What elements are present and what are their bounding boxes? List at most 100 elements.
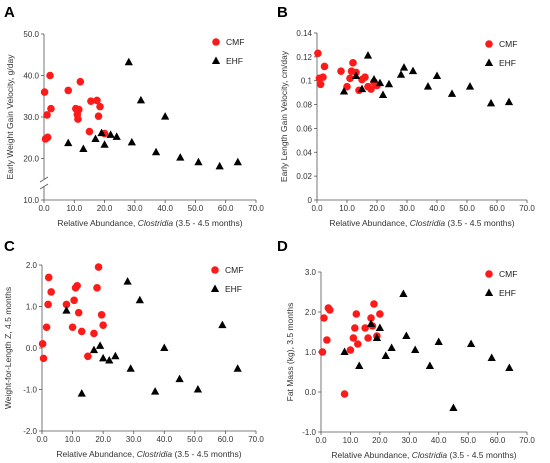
data-point-cmf xyxy=(76,77,85,86)
data-point-cmf xyxy=(70,296,78,305)
data-point-ehf xyxy=(432,71,442,79)
x-tick-label: 30.0 xyxy=(401,436,417,445)
x-tick-label: 50.0 xyxy=(187,435,203,444)
data-point-ehf xyxy=(175,374,184,383)
data-point-cmf xyxy=(340,390,349,398)
data-point-ehf xyxy=(218,320,227,329)
panel-letter: C xyxy=(4,238,15,255)
data-point-cmf xyxy=(74,308,83,317)
data-point-cmf xyxy=(38,340,47,348)
x-tick-label: 0.0 xyxy=(311,204,323,213)
data-point-ehf xyxy=(161,112,170,120)
y-axis-label: Early Length Gain Velocity, cm/day xyxy=(279,50,289,182)
data-point-cmf xyxy=(64,86,73,95)
x-axis-label: Relative Abundance, Clostridia (3.5 - 4.… xyxy=(331,450,516,460)
y-tick-label: 0.02 xyxy=(296,172,312,181)
legend-marker-ehf xyxy=(484,288,494,296)
y-tick-label: 0.14 xyxy=(296,29,312,38)
y-axis-label: Fat Mass (kg), 3.5 months xyxy=(285,303,295,402)
y-tick-label: 0.0 xyxy=(305,388,317,397)
data-point-ehf xyxy=(97,128,106,137)
data-point-cmf xyxy=(73,281,81,290)
data-point-cmf xyxy=(93,284,101,292)
axis-break-mark xyxy=(39,176,49,183)
data-point-ehf xyxy=(215,161,224,170)
data-point-ehf xyxy=(135,295,144,304)
x-axis-label-suffix: (3.5 - 4.5 months) xyxy=(447,450,517,460)
legend-marker-cmf xyxy=(485,40,493,48)
y-tick-label: 0 xyxy=(308,196,313,205)
data-point-ehf xyxy=(465,82,475,90)
data-point-cmf xyxy=(376,310,384,318)
data-point-ehf xyxy=(111,351,120,360)
data-point-ehf xyxy=(466,339,476,347)
x-axis-label: Relative Abundance, Clostridia (3.5 - 4.… xyxy=(56,449,241,459)
legend-label-cmf: CMF xyxy=(225,265,243,275)
data-point-cmf xyxy=(90,329,98,338)
data-point-ehf xyxy=(372,333,382,341)
data-point-ehf xyxy=(375,323,384,331)
x-axis-label-taxon: Clostridia xyxy=(412,450,448,460)
data-point-ehf xyxy=(106,130,115,138)
y-tick-label: -1.0 xyxy=(302,428,316,437)
data-point-cmf xyxy=(62,300,71,309)
data-point-ehf xyxy=(487,353,496,361)
data-point-cmf xyxy=(74,115,82,123)
x-axis-label: Relative Abundance, Clostridia (3.5 - 4.… xyxy=(57,218,242,228)
y-tick-label: 0.0 xyxy=(26,344,38,353)
data-point-cmf xyxy=(40,88,49,96)
data-point-ehf xyxy=(340,347,349,355)
data-point-ehf xyxy=(77,389,86,397)
legend-label-ehf: EHF xyxy=(499,288,516,298)
data-point-ehf xyxy=(233,157,242,166)
data-point-cmf xyxy=(349,334,358,342)
data-point-ehf xyxy=(411,345,420,353)
legend: CMF EHF xyxy=(484,269,517,298)
data-point-cmf xyxy=(343,82,351,91)
data-point-ehf xyxy=(126,364,135,372)
data-point-cmf xyxy=(42,323,51,332)
x-axis-label-suffix: (3.5 - 4.5 months) xyxy=(173,218,243,228)
data-point-cmf xyxy=(97,311,106,319)
data-point-ehf xyxy=(504,97,514,106)
data-point-cmf xyxy=(367,314,375,322)
data-point-cmf xyxy=(43,133,52,142)
axis-break-mark xyxy=(39,183,49,190)
data-point-cmf xyxy=(84,352,92,361)
x-tick-label: 40.0 xyxy=(429,204,445,213)
data-point-ehf xyxy=(100,140,109,148)
x-tick-label: 30.0 xyxy=(399,204,415,213)
y-tick-label: 0.12 xyxy=(296,53,312,62)
data-point-ehf xyxy=(351,71,361,79)
data-point-ehf xyxy=(127,137,136,146)
panel-letter: D xyxy=(277,238,288,255)
data-point-cmf xyxy=(320,62,329,71)
legend-label-ehf: EHF xyxy=(226,56,243,66)
data-point-ehf xyxy=(402,331,411,339)
x-tick-label: 50.0 xyxy=(459,204,475,213)
data-point-ehf xyxy=(387,343,396,351)
x-tick-label: 20.0 xyxy=(372,436,388,445)
data-point-cmf xyxy=(77,327,86,336)
legend-marker-ehf xyxy=(210,284,220,292)
data-point-ehf xyxy=(384,79,394,88)
legend: CMF EHF xyxy=(484,39,517,68)
data-point-cmf xyxy=(346,74,354,83)
panel-letter: A xyxy=(4,4,15,21)
y-tick-label: 3.0 xyxy=(305,268,317,277)
data-point-ehf xyxy=(124,57,133,66)
y-tick-label: 1.0 xyxy=(26,303,38,312)
x-axis-label-prefix: Relative Abundance, xyxy=(56,449,136,459)
data-point-ehf xyxy=(233,364,242,372)
y-tick-label: 2.0 xyxy=(305,308,317,317)
data-point-cmf xyxy=(94,263,103,271)
x-axis-label-suffix: (3.5 - 4.5 months) xyxy=(445,218,515,228)
legend-marker-cmf xyxy=(211,266,219,274)
data-point-cmf xyxy=(44,300,52,309)
y-axis-label: Early Weight Gain Velocity, g/day xyxy=(5,54,15,180)
x-tick-label: 60.0 xyxy=(490,436,506,445)
x-tick-label: 50.0 xyxy=(188,204,204,213)
data-point-ehf xyxy=(449,403,458,411)
data-point-cmf xyxy=(361,324,369,332)
data-point-ehf xyxy=(99,353,108,362)
